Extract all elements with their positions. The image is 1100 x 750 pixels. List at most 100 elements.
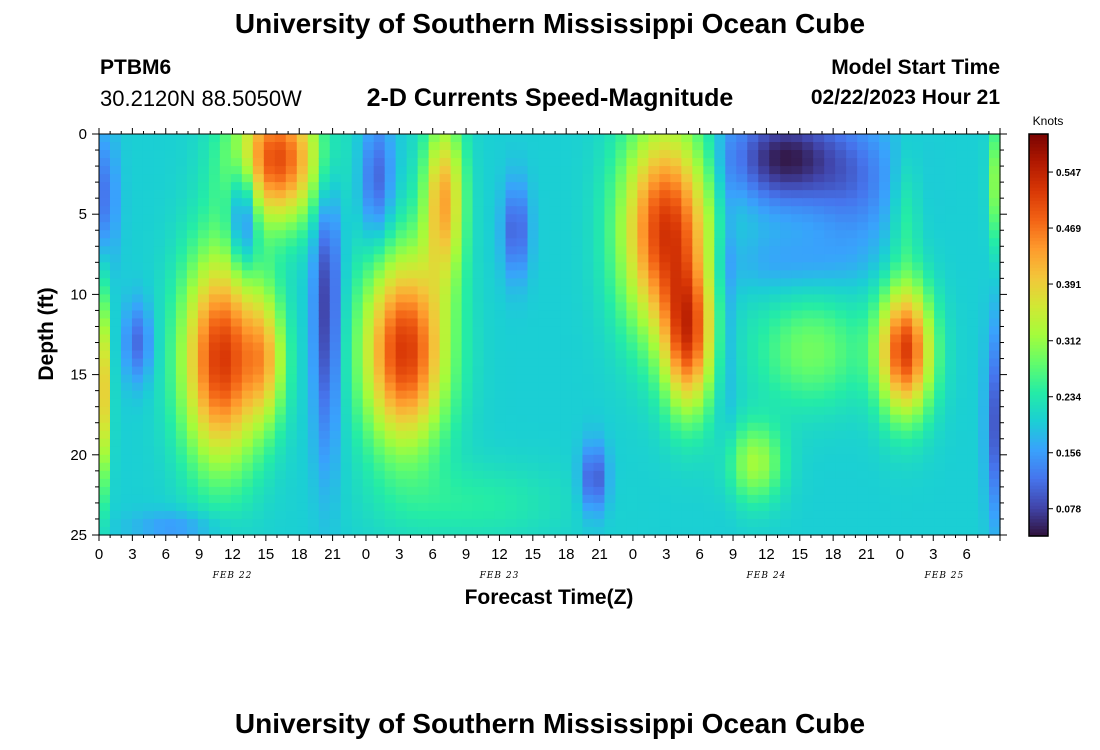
heatmap-cell (813, 470, 825, 480)
heatmap-cell (142, 446, 155, 456)
heatmap-cell (428, 326, 441, 336)
heatmap-cell (934, 334, 946, 344)
heatmap-cell (241, 398, 254, 408)
heatmap-cell (923, 374, 935, 384)
heatmap-cell (384, 190, 397, 199)
heatmap-cell (527, 238, 540, 247)
heatmap-cell (868, 430, 880, 440)
heatmap-cell (681, 374, 693, 384)
heatmap-cell (505, 142, 518, 151)
heatmap-cell (879, 470, 891, 480)
heatmap-cell (593, 286, 606, 295)
heatmap-cell (703, 262, 715, 271)
heatmap-cell (824, 358, 836, 368)
heatmap-cell (241, 222, 254, 231)
colorbar-segment (1029, 147, 1048, 152)
heatmap-cell (824, 454, 836, 464)
heatmap-cell (912, 374, 924, 384)
heatmap-cell (450, 478, 463, 488)
heatmap-cell (340, 238, 353, 247)
heatmap-cell (593, 214, 606, 223)
heatmap-cell (615, 230, 628, 239)
heatmap-cell (549, 294, 562, 304)
heatmap-cell (725, 294, 737, 304)
heatmap-cell (516, 374, 529, 384)
heatmap-cell (197, 190, 210, 199)
heatmap-cell (373, 318, 386, 328)
heatmap-cell (384, 262, 397, 271)
heatmap-cell (758, 374, 770, 384)
heatmap-cell (857, 142, 869, 151)
heatmap-cell (263, 254, 276, 263)
heatmap-cell (395, 382, 408, 392)
heatmap-cell (956, 358, 968, 368)
heatmap-cell (967, 382, 979, 392)
heatmap-cell (604, 366, 617, 376)
heatmap-cell (131, 430, 144, 440)
heatmap-cell (384, 254, 397, 263)
heatmap-cell (780, 278, 792, 287)
heatmap-cell (164, 358, 177, 368)
heatmap-cell (813, 214, 825, 223)
heatmap-cell (549, 350, 562, 360)
heatmap-cell (912, 334, 924, 344)
heatmap-cell (153, 470, 166, 480)
heatmap-cell (538, 262, 551, 271)
heatmap-cell (406, 230, 419, 239)
heatmap-cell (538, 366, 551, 376)
heatmap-cell (824, 166, 836, 175)
heatmap-cell (274, 422, 287, 432)
heatmap-cell (725, 438, 737, 448)
heatmap-cell (604, 134, 617, 143)
colorbar-segment (1029, 375, 1048, 380)
heatmap-cell (164, 390, 177, 400)
heatmap-cell (329, 430, 342, 440)
heatmap-cell (516, 334, 529, 344)
heatmap-cell (428, 494, 441, 504)
heatmap-cell (571, 422, 584, 432)
heatmap-cell (538, 230, 551, 239)
heatmap-cell (428, 310, 441, 320)
heatmap-cell (626, 526, 638, 536)
heatmap-cell (989, 150, 1001, 159)
heatmap-cell (901, 470, 913, 480)
heatmap-cell (153, 502, 166, 512)
heatmap-cell (340, 406, 353, 416)
heatmap-cell (505, 510, 518, 520)
heatmap-cell (582, 406, 595, 416)
heatmap-cell (604, 142, 617, 151)
heatmap-cell (329, 390, 342, 400)
heatmap-cell (791, 206, 803, 215)
heatmap-cell (868, 502, 880, 512)
heatmap-cell (659, 342, 671, 352)
heatmap-cell (923, 366, 935, 376)
heatmap-cell (428, 446, 441, 456)
heatmap-cell (164, 486, 177, 496)
heatmap-cell (725, 310, 737, 320)
heatmap-cell (505, 342, 518, 352)
heatmap-cell (505, 358, 518, 368)
heatmap-cell (681, 358, 693, 368)
heatmap-cell (164, 526, 177, 536)
heatmap-cell (99, 198, 111, 207)
heatmap-cell (747, 206, 759, 215)
colorbar-segment (1029, 348, 1048, 353)
heatmap-cell (802, 302, 814, 312)
heatmap-cell (868, 446, 880, 456)
heatmap-cell (131, 438, 144, 448)
heatmap-cell (186, 326, 199, 336)
heatmap-cell (406, 454, 419, 464)
heatmap-cell (472, 462, 485, 472)
heatmap-cell (901, 182, 913, 191)
heatmap-cell (780, 414, 792, 424)
heatmap-cell (538, 150, 551, 159)
heatmap-cell (494, 382, 507, 392)
heatmap-cell (362, 526, 375, 536)
heatmap-cell (252, 206, 265, 215)
heatmap-cell (274, 470, 287, 480)
heatmap-cell (670, 150, 682, 159)
heatmap-cell (208, 390, 221, 400)
heatmap-cell (890, 166, 902, 175)
heatmap-cell (109, 270, 122, 279)
heatmap-cell (307, 414, 320, 424)
